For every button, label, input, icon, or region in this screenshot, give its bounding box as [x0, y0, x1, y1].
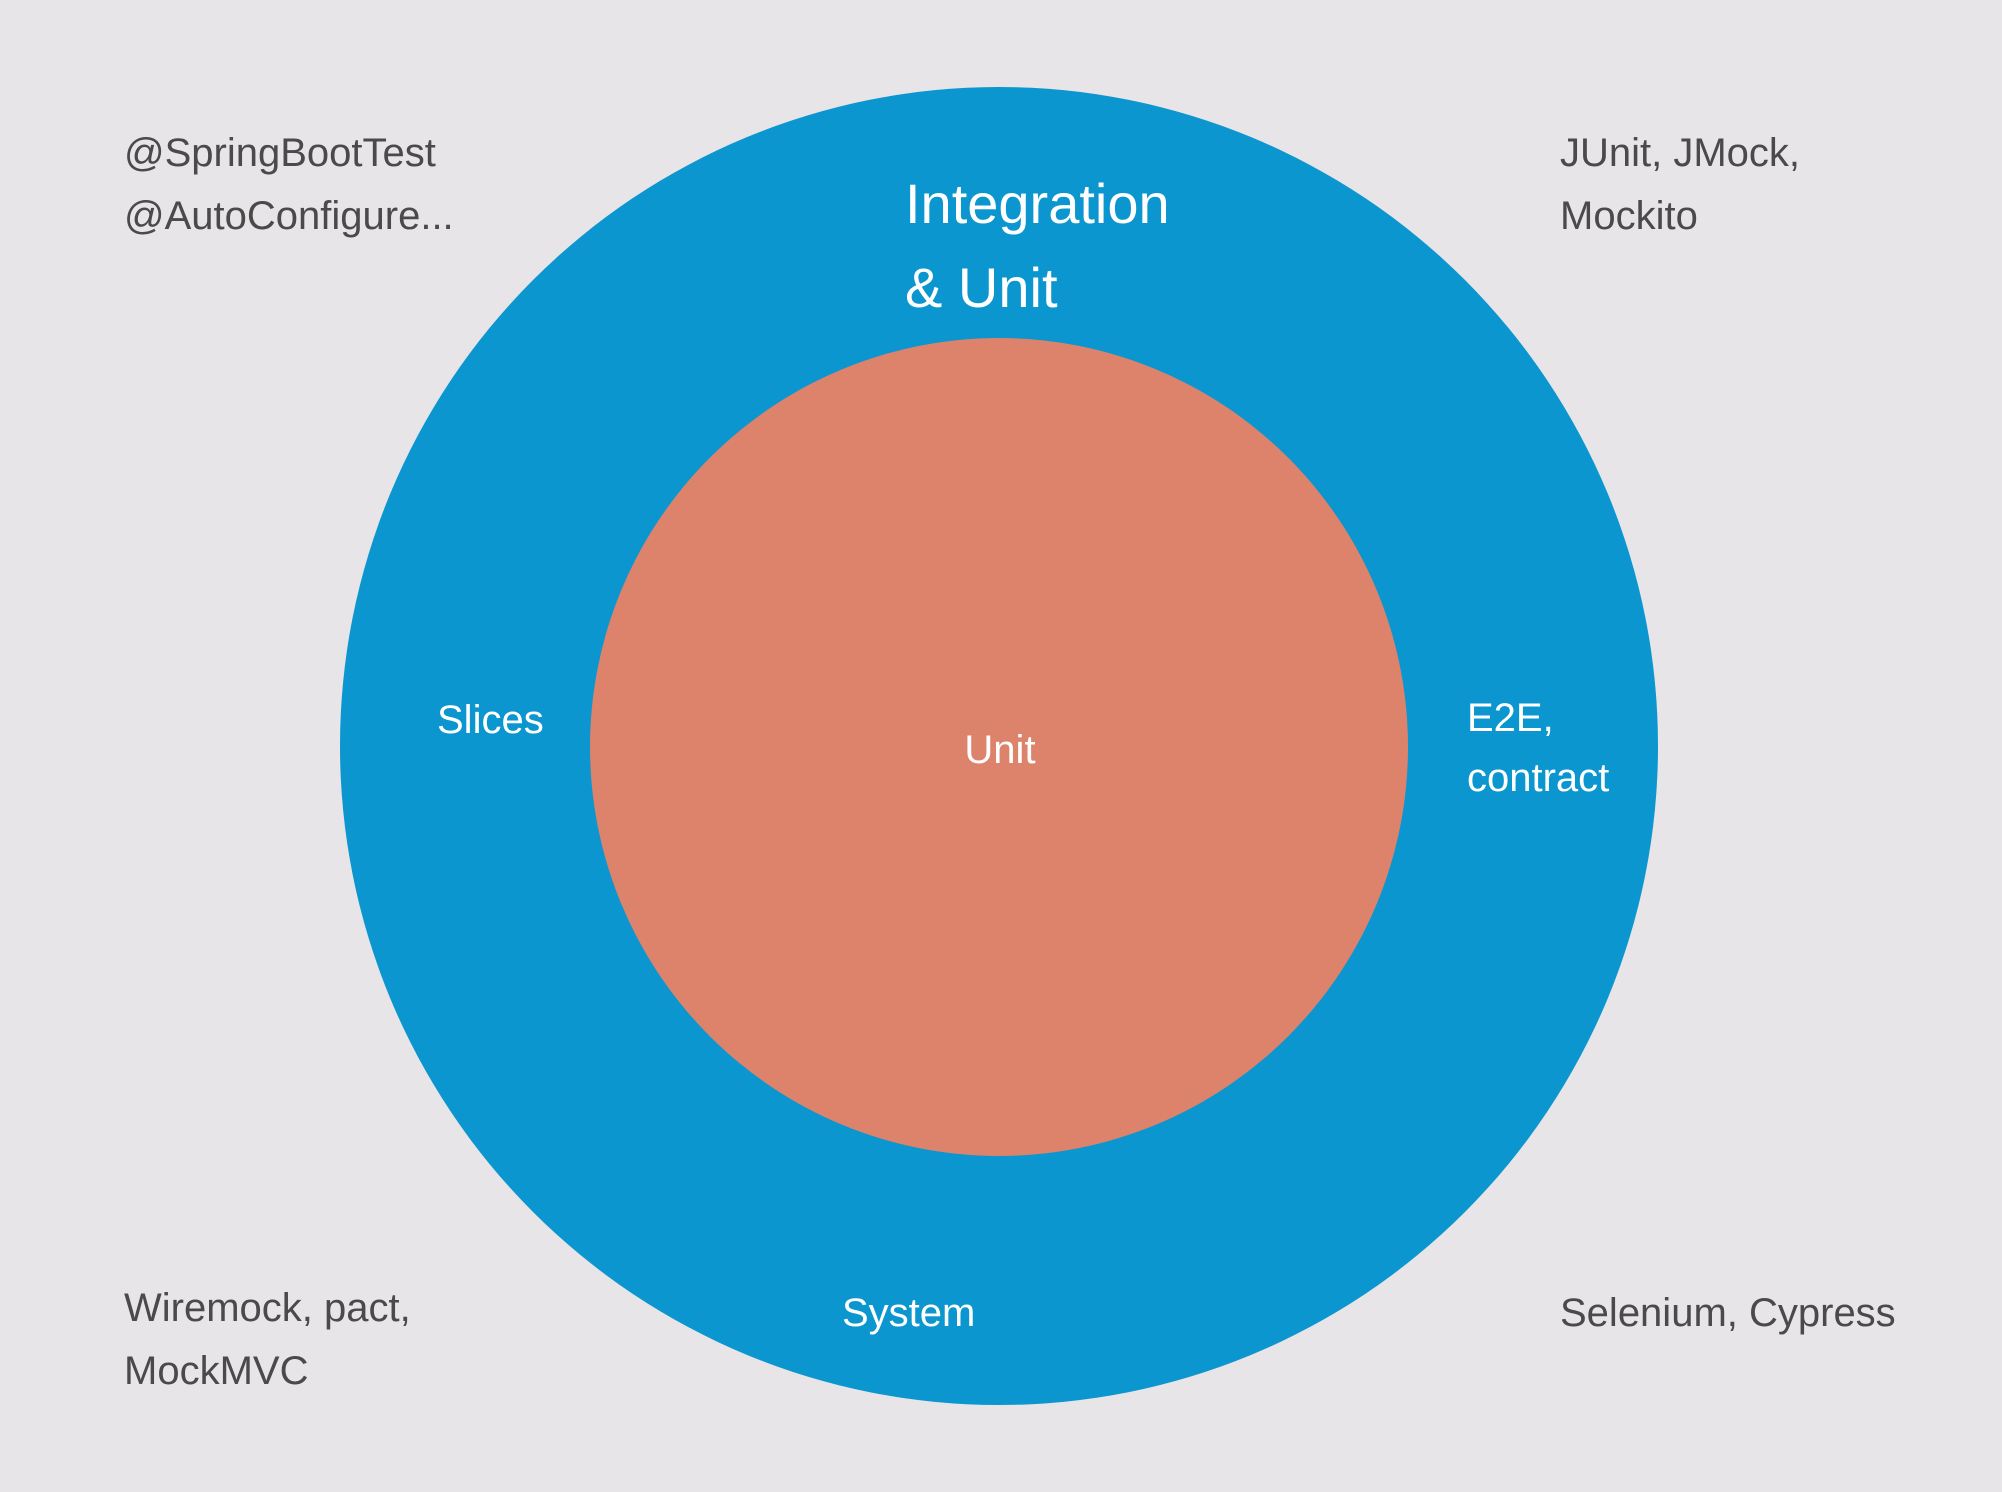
unit-label: Unit — [964, 728, 1036, 772]
tools-top-left: @SpringBootTest @AutoConfigure... — [124, 131, 454, 238]
tools-top-right: JUnit, JMock, Mockito — [1560, 131, 1801, 238]
inner-circle — [590, 338, 1408, 1156]
tools-bottom-left: Wiremock, pact, MockMVC — [124, 1286, 411, 1393]
slices-label: Slices — [437, 698, 544, 742]
system-label: System — [842, 1291, 976, 1335]
outer-ring-title: Integration & Unit — [905, 172, 1170, 319]
e2e-contract-label: E2E, contract — [1467, 696, 1610, 800]
tools-bottom-right: Selenium, Cypress — [1560, 1291, 1896, 1335]
